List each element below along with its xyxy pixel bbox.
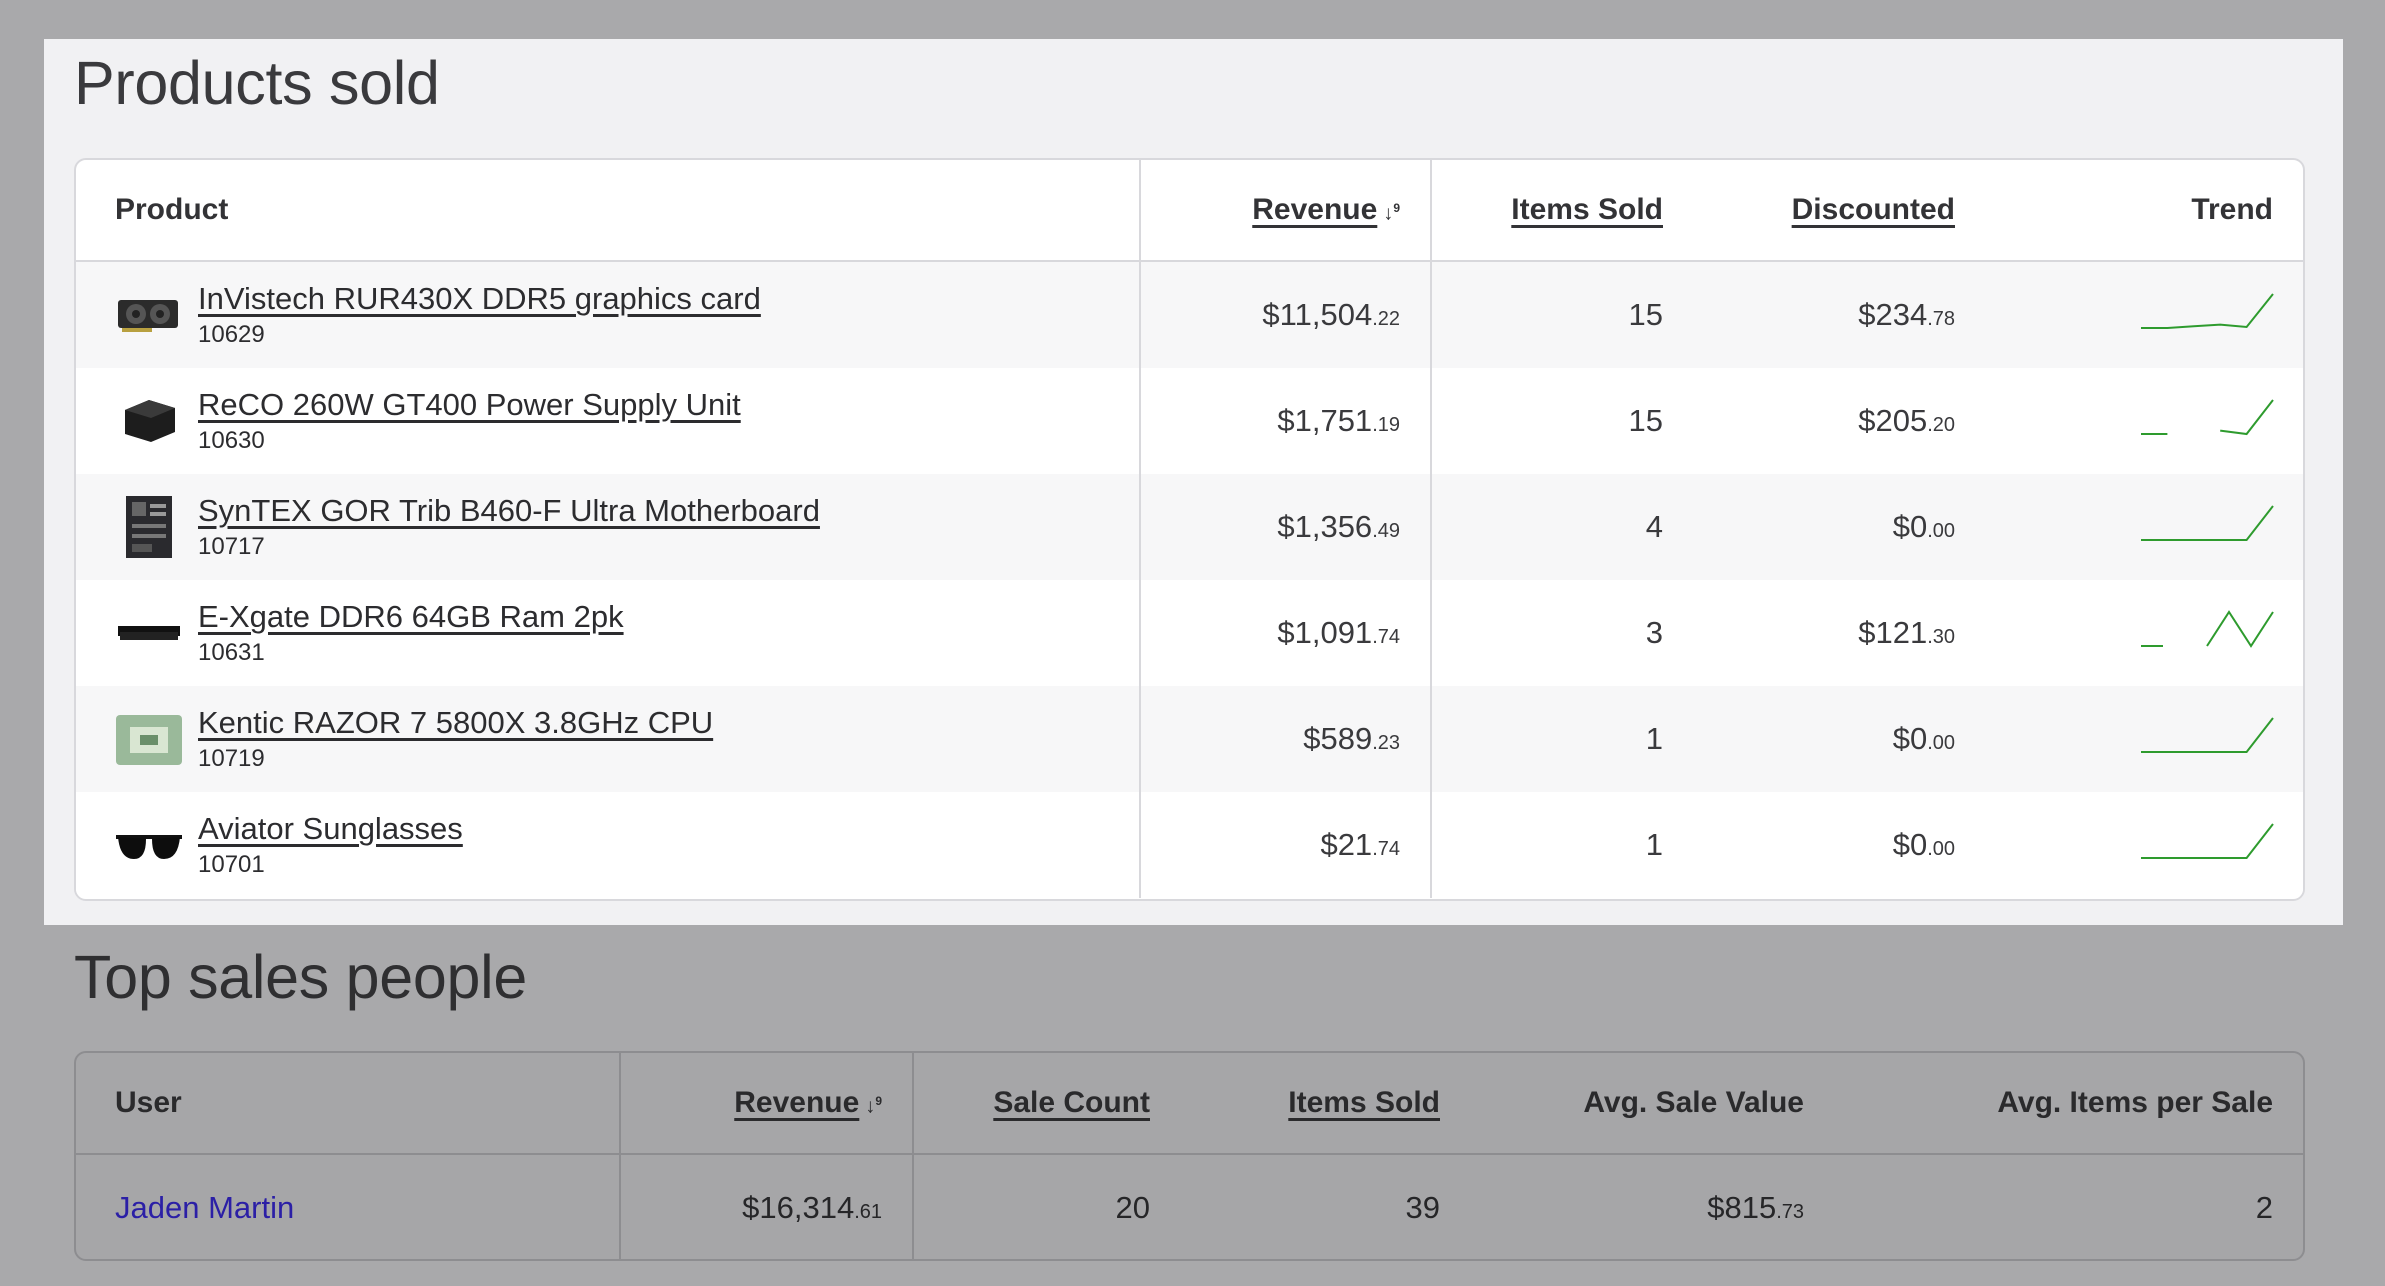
product-link[interactable]: Aviator Sunglasses — [198, 811, 463, 846]
product-link[interactable]: SynTEX GOR Trib B460-F Ultra Motherboard — [198, 493, 820, 528]
avg-items-value: 2 — [2255, 1190, 2273, 1225]
trend-sparkline — [2141, 823, 2274, 859]
sales-section-title: Top sales people — [74, 943, 528, 1011]
product-link[interactable]: Kentic RAZOR 7 5800X 3.8GHz CPU — [198, 705, 714, 740]
revenue-value: $21.74 — [1320, 827, 1400, 862]
cpu-icon — [114, 706, 184, 772]
trend-sparkline — [2141, 505, 2274, 541]
discounted-value: $205.20 — [1858, 403, 1955, 438]
graphics-card-icon — [114, 282, 184, 348]
product-id: 10630 — [198, 427, 265, 454]
items-sold-value: 3 — [1645, 615, 1663, 650]
table-row: Aviator Sunglasses 10701 $21.74 1 $0.00 — [76, 792, 2303, 898]
motherboard-icon — [114, 494, 184, 560]
sort-numeric-desc-icon: ↓9 — [865, 1094, 882, 1118]
trend-sparkline — [2141, 293, 2274, 329]
items-sold-value: 4 — [1645, 509, 1663, 544]
col-header-avg-items: Avg. Items per Sale — [1834, 1053, 2303, 1155]
revenue-value: $1,356.49 — [1277, 509, 1400, 544]
items-sold-value: 15 — [1628, 403, 1663, 438]
sort-items-sold-link[interactable]: Items Sold — [1511, 193, 1663, 226]
revenue-value: $16,314.61 — [742, 1190, 882, 1225]
items-sold-value: 1 — [1645, 827, 1663, 862]
product-id: 10719 — [198, 745, 265, 772]
ram-icon — [114, 600, 184, 666]
col-header-revenue[interactable]: Revenue ↓9 — [621, 1053, 914, 1155]
discounted-value: $0.00 — [1892, 827, 1955, 862]
product-link[interactable]: E-Xgate DDR6 64GB Ram 2pk — [198, 599, 624, 634]
col-header-items-sold[interactable]: Items Sold — [1180, 1053, 1470, 1155]
revenue-value: $1,751.19 — [1277, 403, 1400, 438]
product-link[interactable]: ReCO 260W GT400 Power Supply Unit — [198, 387, 741, 422]
col-header-revenue[interactable]: Revenue ↓9 — [1141, 160, 1432, 262]
table-row: Kentic RAZOR 7 5800X 3.8GHz CPU 10719 $589… — [76, 686, 2303, 792]
trend-cell — [1985, 368, 2303, 474]
sort-discounted-link[interactable]: Discounted — [1791, 193, 1955, 226]
trend-sparkline — [2141, 610, 2274, 648]
table-row: SynTEX GOR Trib B460-F Ultra Motherboard… — [76, 474, 2303, 580]
items-sold-value: 1 — [1645, 721, 1663, 756]
sort-revenue-link[interactable]: Revenue — [1252, 193, 1378, 226]
col-header-sale-count[interactable]: Sale Count — [914, 1053, 1180, 1155]
revenue-value: $589.23 — [1303, 721, 1400, 756]
product-id: 10629 — [198, 321, 265, 348]
discounted-value: $121.30 — [1858, 615, 1955, 650]
table-row: Jaden Martin $16,314.61 20 39 $815.73 2 — [76, 1155, 2303, 1259]
discounted-value: $0.00 — [1892, 721, 1955, 756]
sort-items-sold-link[interactable]: Items Sold — [1288, 1086, 1440, 1119]
col-header-product: Product — [76, 160, 1141, 262]
products-table: Product Revenue ↓9 Items Sold Discounted … — [74, 158, 2305, 901]
trend-cell — [1985, 792, 2303, 898]
table-row: E-Xgate DDR6 64GB Ram 2pk 10631 $1,091.74 3… — [76, 580, 2303, 686]
col-header-user: User — [76, 1053, 621, 1155]
revenue-value: $1,091.74 — [1277, 615, 1400, 650]
product-id: 10701 — [198, 851, 265, 878]
col-header-items-sold[interactable]: Items Sold — [1432, 160, 1693, 262]
trend-cell — [1985, 474, 2303, 580]
col-header-trend: Trend — [1985, 160, 2303, 262]
trend-cell — [1985, 686, 2303, 792]
sale-count-value: 20 — [1115, 1190, 1150, 1225]
trend-sparkline — [2141, 399, 2274, 436]
sunglasses-icon — [114, 812, 184, 878]
trend-cell — [1985, 580, 2303, 686]
user-link[interactable]: Jaden Martin — [115, 1190, 295, 1225]
trend-sparkline — [2141, 717, 2274, 753]
items-sold-value: 39 — [1405, 1190, 1440, 1225]
avg-sale-value: $815.73 — [1707, 1190, 1804, 1225]
sort-numeric-desc-icon: ↓9 — [1383, 201, 1400, 225]
table-row: ReCO 260W GT400 Power Supply Unit 10630 $1… — [76, 368, 2303, 474]
discounted-value: $0.00 — [1892, 509, 1955, 544]
discounted-value: $234.78 — [1858, 297, 1955, 332]
trend-cell — [1985, 262, 2303, 368]
revenue-value: $11,504.22 — [1262, 297, 1400, 332]
col-header-discounted[interactable]: Discounted — [1693, 160, 1985, 262]
table-row: InVistech RUR430X DDR5 graphics card 1062… — [76, 262, 2303, 368]
items-sold-value: 15 — [1628, 297, 1663, 332]
product-id: 10631 — [198, 639, 265, 666]
col-header-avg-sale-value: Avg. Sale Value — [1470, 1053, 1834, 1155]
products-section-title: Products sold — [74, 49, 440, 117]
sales-people-table: User Revenue ↓9 Sale Count Items Sold Avg… — [74, 1051, 2305, 1261]
sort-revenue-link[interactable]: Revenue — [734, 1086, 860, 1119]
sort-sale-count-link[interactable]: Sale Count — [993, 1086, 1150, 1119]
power-supply-icon — [114, 388, 184, 454]
product-id: 10717 — [198, 533, 265, 560]
product-link[interactable]: InVistech RUR430X DDR5 graphics card — [198, 281, 761, 316]
